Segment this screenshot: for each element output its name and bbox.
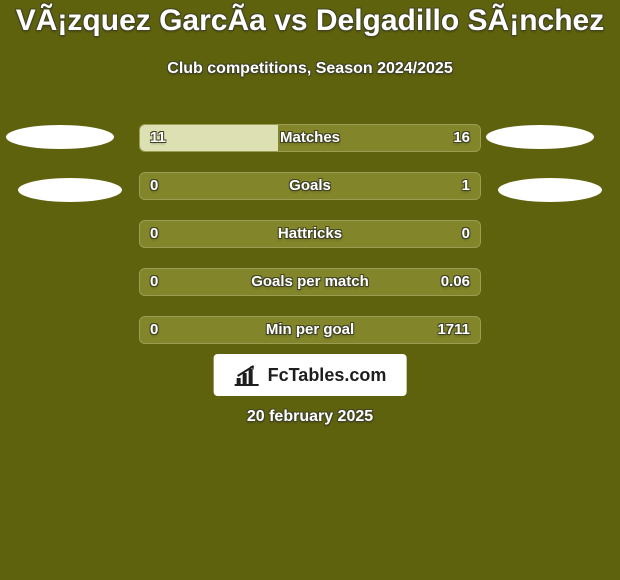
barchart-icon [234, 364, 260, 386]
stat-bars: 1116Matches 01Goals 00Hattricks 00.06Goals … [139, 124, 481, 364]
stat-row: 00Hattricks [139, 220, 481, 248]
subtitle: Club competitions, Season 2024/2025 [0, 60, 620, 78]
stat-row: 1116Matches [139, 124, 481, 152]
right-decorative-ellipse [486, 125, 594, 149]
stat-label: Matches [140, 125, 480, 151]
stat-row: 01711Min per goal [139, 316, 481, 344]
right-decorative-ellipse [498, 178, 602, 202]
stat-row: 00.06Goals per match [139, 268, 481, 296]
page-title: VÃ¡zquez GarcÃ­a vs Delgadillo SÃ¡nchez [0, 2, 620, 40]
source-badge[interactable]: FcTables.com [214, 354, 407, 396]
stat-label: Goals per match [140, 269, 480, 295]
stat-label: Hattricks [140, 221, 480, 247]
stat-label: Goals [140, 173, 480, 199]
left-decorative-ellipse [18, 178, 122, 202]
left-decorative-ellipse [6, 125, 114, 149]
source-badge-text: FcTables.com [268, 365, 387, 386]
stat-label: Min per goal [140, 317, 480, 343]
footer-date: 20 february 2025 [0, 408, 620, 426]
comparison-infographic: VÃ¡zquez GarcÃ­a vs Delgadillo SÃ¡nchez … [0, 0, 620, 580]
stat-row: 01Goals [139, 172, 481, 200]
